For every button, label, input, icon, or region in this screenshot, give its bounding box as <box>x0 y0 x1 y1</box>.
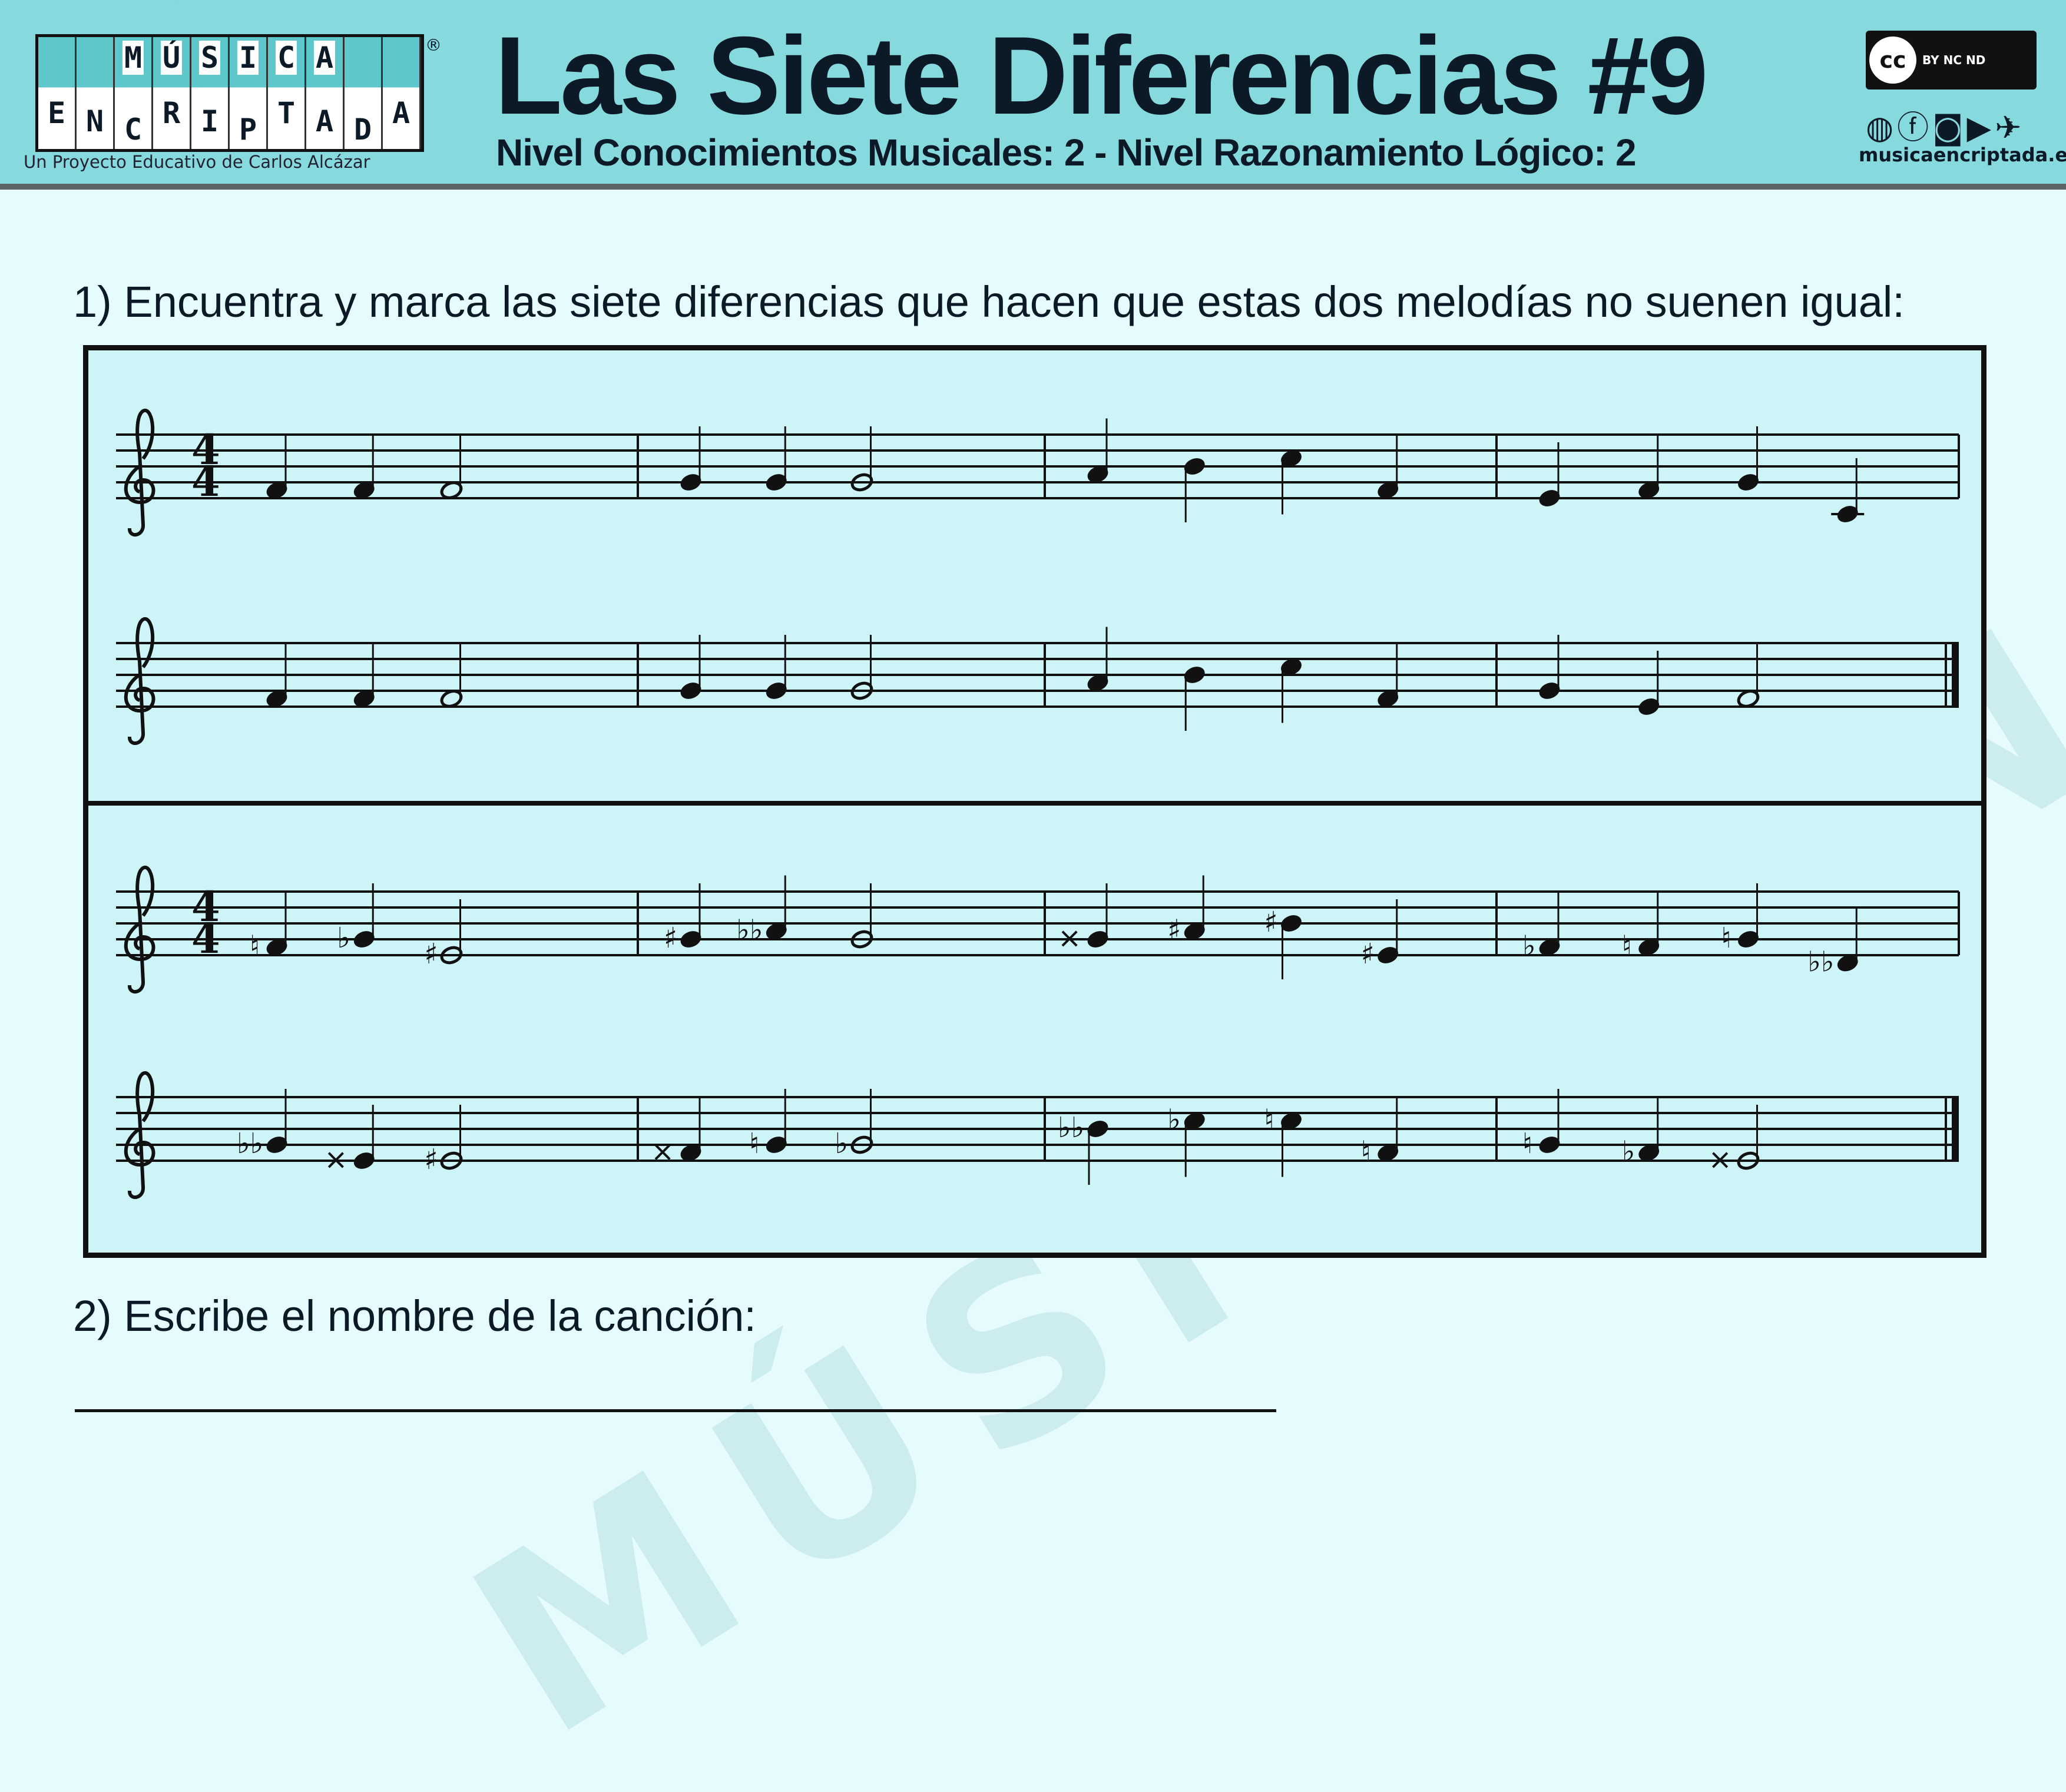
logo-subtitle: Un Proyecto Educativo de Carlos Alcázar <box>24 152 370 172</box>
accidental-natural: ♮ <box>1264 1104 1274 1137</box>
accidental-flat: ♭ <box>1622 1135 1635 1168</box>
logo-letter: Ú <box>160 41 183 75</box>
logo-letter: I <box>237 41 259 75</box>
accidental-double-sharp: × <box>1058 922 1081 955</box>
logo-key: A <box>383 37 421 149</box>
accidental-sharp: ♯ <box>425 1143 438 1176</box>
accidental-flat: ♭ <box>337 922 350 955</box>
key-signature-flat: ♭ <box>172 0 188 8</box>
logo-letter: A <box>313 41 336 75</box>
accidental-natural: ♮ <box>1361 1135 1371 1168</box>
logo-letter: A <box>313 104 336 138</box>
time-signature-digit: 4 <box>191 457 220 506</box>
twitter-icon[interactable]: ✈ <box>1995 109 2025 146</box>
logo-letter: I <box>198 104 221 138</box>
treble-clef-icon <box>124 617 155 745</box>
logo-key: E <box>38 37 77 149</box>
treble-clef-icon <box>124 409 155 536</box>
accidental-sharp: ♯ <box>1361 938 1375 970</box>
registered-mark: ® <box>425 35 442 55</box>
accidental-natural: ♮ <box>250 930 260 963</box>
social-links: ◍ⓕ◙▶✈ <box>1866 101 2025 148</box>
logo-letter: P <box>237 112 259 147</box>
accidental-sharp: ♯ <box>1167 914 1181 947</box>
time-signature-digit: 4 <box>191 914 220 963</box>
logo-key: D <box>345 37 383 149</box>
key-signature-flat: ♭ <box>172 0 188 8</box>
logo-letter: R <box>160 96 183 130</box>
logo-letter: E <box>45 96 68 130</box>
logo-key: N <box>77 37 115 149</box>
accidental-natural: ♮ <box>749 1127 759 1160</box>
time-signature-digit: 4 <box>191 882 220 931</box>
license-terms: BY NC ND <box>1922 53 1986 67</box>
license-badge[interactable]: cc BY NC ND <box>1866 31 2037 90</box>
website-link[interactable]: musicaencriptada.es <box>1859 144 2066 166</box>
logo-letter: T <box>275 96 297 130</box>
globe-icon[interactable]: ◍ <box>1866 109 1898 146</box>
facebook-icon[interactable]: ⓕ <box>1897 109 1933 146</box>
logo-letter: S <box>198 41 221 75</box>
logo-letter: A <box>390 96 412 130</box>
key-signature-flat: ♭ <box>172 0 188 8</box>
accidental-double-flat: ♭♭ <box>736 914 763 947</box>
time-signature-digit: 4 <box>191 425 220 474</box>
question-2: 2) Escribe el nombre de la canción: <box>73 1291 756 1340</box>
youtube-icon[interactable]: ▶ <box>1966 109 1995 146</box>
answer-line[interactable] <box>75 1409 1276 1412</box>
accidental-sharp: ♯ <box>425 938 438 970</box>
accidental-double-sharp: × <box>1709 1143 1732 1176</box>
music-notation: ♭44♭♭44♮♭♯♯♭♭×♯♯♯♭♮♮♭♭♭♭♭×♯×♮♭♭♭♭♮♮♮♭× <box>116 0 1960 1199</box>
logo-letter: C <box>275 41 297 75</box>
question-1: 1) Encuentra y marca las siete diferenci… <box>73 277 1905 326</box>
section-divider <box>88 801 1981 806</box>
page-subtitle: Nivel Conocimientos Musicales: 2 - Nivel… <box>496 131 1637 174</box>
accidental-natural: ♮ <box>1721 922 1731 955</box>
accidental-double-flat: ♭♭ <box>1807 946 1834 979</box>
logo-letter: D <box>352 112 374 147</box>
logo-letter: C <box>122 112 144 147</box>
accidental-double-sharp: × <box>324 1143 347 1176</box>
instagram-icon[interactable]: ◙ <box>1932 109 1967 146</box>
accidental-double-flat: ♭♭ <box>1058 1111 1084 1144</box>
accidental-flat: ♭ <box>835 1127 849 1160</box>
treble-clef-icon <box>124 866 155 993</box>
accidental-natural: ♮ <box>1622 930 1632 963</box>
accidental-natural: ♮ <box>1522 1127 1532 1160</box>
page-title: Las Siete Diferencias #9 <box>495 14 1709 137</box>
cc-icon: cc <box>1869 37 1916 84</box>
treble-clef-icon <box>124 1071 155 1199</box>
accidental-flat: ♭ <box>1167 1104 1181 1137</box>
logo-letter: N <box>84 104 106 138</box>
key-signature-flat: ♭ <box>172 0 188 8</box>
accidental-double-flat: ♭♭ <box>237 1127 263 1160</box>
logo-letter: M <box>122 41 144 75</box>
accidental-flat: ♭ <box>1522 930 1536 963</box>
accidental-sharp: ♯ <box>1264 906 1278 939</box>
accidental-double-sharp: × <box>651 1135 674 1168</box>
accidental-sharp: ♯ <box>664 922 677 955</box>
